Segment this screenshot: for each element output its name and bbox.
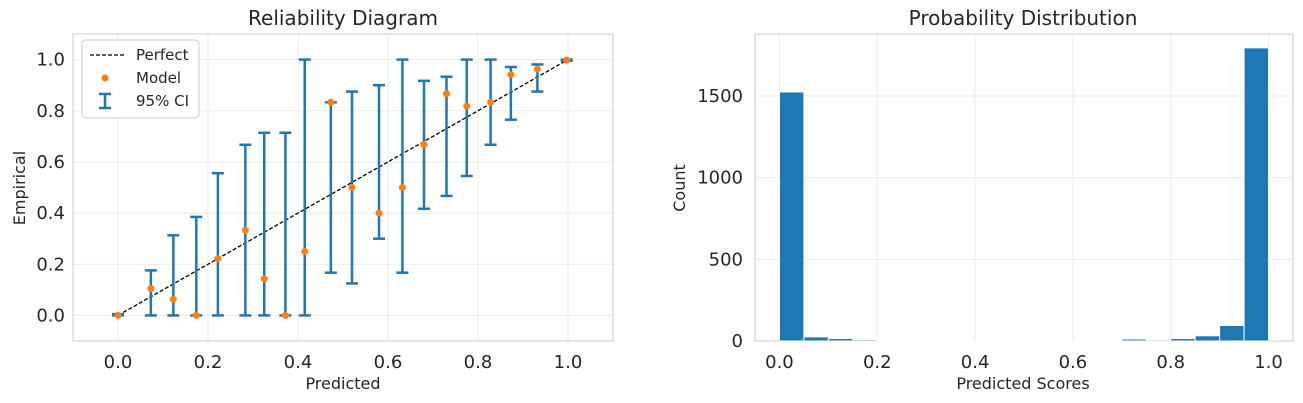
legend-ci-label: 95% CI: [136, 92, 189, 110]
model-point: [507, 71, 515, 79]
distribution-y-tick-label: 1000: [697, 168, 743, 189]
model-point: [192, 311, 200, 319]
reliability-x-tick-label: 1.0: [554, 352, 583, 373]
reliability-y-tick-label: 0.6: [36, 152, 65, 173]
distribution-title: Probability Distribution: [909, 6, 1138, 30]
reliability-x-tick-label: 0.6: [374, 352, 403, 373]
model-point: [114, 311, 122, 319]
model-point: [348, 184, 356, 191]
legend-ci-swatch: [99, 92, 111, 110]
reliability-x-tick-label: 0.0: [104, 352, 133, 373]
reliability-y-tick-label: 0.0: [36, 305, 65, 326]
distribution-x-tick-label: 0.6: [1059, 352, 1088, 373]
distribution-x-tick-label: 1.0: [1254, 352, 1283, 373]
reliability-ticks: 0.0 0.2 0.4 0.6 0.8 1.0 0.0 0.2 0.4 0.6 0.8 1.0: [36, 50, 582, 373]
model-point: [214, 255, 222, 263]
model-point: [281, 311, 289, 319]
reliability-legend: Perfect Model 95% CI: [81, 39, 200, 119]
reliability-title: Reliability Diagram: [248, 6, 438, 30]
histogram-bar: [1096, 339, 1123, 342]
distribution-ticks: 0.0 0.2 0.4 0.6 0.8 1.0 0 500 1000 1500: [697, 86, 1283, 373]
histogram-bar: [1243, 47, 1270, 342]
histogram-bar: [852, 339, 878, 342]
histogram-bar: [1145, 339, 1172, 342]
reliability-y-tick-label: 0.4: [36, 203, 65, 224]
reliability-y-tick-label: 0.2: [36, 254, 65, 275]
distribution-x-tick-label: 0.8: [1156, 352, 1185, 373]
distribution-marks: [778, 47, 1270, 342]
distribution-plot-frame: [754, 33, 1294, 342]
histogram-bar: [1170, 338, 1196, 342]
legend-model-label: Model: [136, 69, 181, 87]
reliability-subplot: Reliability Diagram 0.0 0.2 0.4 0.6 0.8 1.00.…: [10, 6, 614, 393]
reliability-y-tick-label: 1.0: [36, 50, 65, 71]
distribution-y-tick-label: 1500: [697, 86, 743, 107]
histogram-bar: [778, 91, 805, 342]
model-point: [443, 90, 450, 98]
histogram-bar: [803, 336, 829, 342]
reliability-x-tick-label: 0.8: [464, 352, 493, 373]
model-point: [327, 98, 335, 106]
reliability-marks: [112, 56, 573, 319]
histogram-bar: [1023, 339, 1049, 342]
model-point: [563, 56, 571, 64]
model-point: [375, 209, 383, 217]
model-point: [487, 98, 495, 106]
model-point: [241, 226, 249, 234]
distribution-y-tick-label: 0: [732, 331, 743, 352]
histogram-bar: [827, 338, 854, 342]
distribution-xlabel: Predicted Scores: [956, 374, 1089, 393]
legend-perfect-label: Perfect: [136, 46, 189, 64]
model-point: [533, 65, 541, 73]
reliability-x-tick-label: 0.4: [284, 352, 313, 373]
model-point: [301, 247, 309, 255]
histogram-bar: [1219, 324, 1245, 342]
model-point: [398, 184, 406, 191]
distribution-ylabel: Count: [670, 164, 689, 212]
distribution-x-tick-label: 0.4: [961, 352, 990, 373]
model-point: [463, 102, 471, 110]
reliability-y-tick-label: 0.8: [36, 101, 65, 122]
histogram-bar: [1121, 338, 1147, 342]
model-point: [420, 141, 428, 149]
histogram-bar: [1194, 335, 1221, 342]
distribution-y-tick-label: 500: [709, 249, 743, 270]
model-point: [147, 285, 155, 293]
histogram-bar: [1047, 339, 1074, 342]
distribution-grid: [755, 34, 1293, 342]
histogram-bar: [876, 339, 903, 342]
perfect-calibration-line: [117, 59, 569, 316]
legend-box: [81, 39, 200, 119]
model-point: [260, 275, 268, 283]
model-point: [169, 295, 177, 303]
reliability-xlabel: Predicted: [305, 374, 380, 393]
reliability-ylabel: Empirical: [10, 151, 29, 225]
legend-model-swatch: [101, 74, 109, 82]
distribution-x-tick-label: 0.2: [863, 352, 892, 373]
distribution-subplot: Probability Distribution 0.0 0.2 0.4 0.6 0.8…: [670, 6, 1294, 393]
reliability-plot-frame: [72, 33, 614, 342]
distribution-x-tick-label: 0.0: [765, 352, 794, 373]
reliability-x-tick-label: 0.2: [194, 352, 223, 373]
